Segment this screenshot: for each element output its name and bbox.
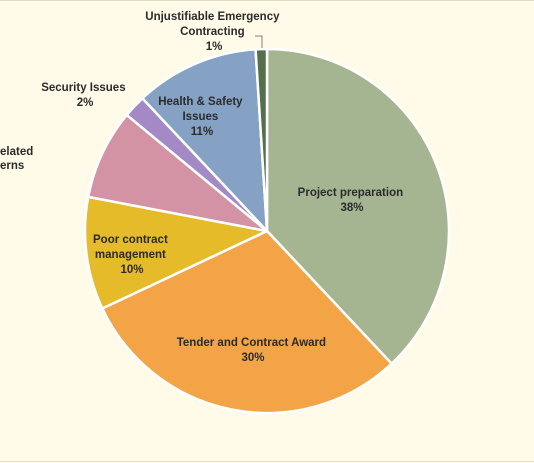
label-unjustifiable-emergency-contracting: Unjustifiable Emergency Contracting 1% [145, 11, 282, 53]
pie-labels: Project preparation 38% Tender and Contr… [0, 11, 407, 364]
pie-slice-health-safety-issues [141, 48, 269, 233]
label-related-concerns-cropped: elated erns [0, 146, 36, 172]
pie-slice-poor-contract-management [83, 195, 269, 310]
label-health-safety-issues: Health & Safety Issues 11% [158, 96, 246, 138]
pie-slice-tender-and-contract-award [101, 229, 393, 415]
pie-slices [83, 47, 451, 415]
pie-slice-elated-erns [86, 113, 269, 233]
label-project-preparation: Project preparation 38% [298, 187, 407, 214]
pie-slice-unjustifiable-emergency-contracting [254, 47, 269, 233]
emergency-leader-line [255, 35, 263, 48]
label-poor-contract-management: Poor contract management 10% [93, 234, 171, 276]
label-tender-contract-award: Tender and Contract Award 30% [177, 337, 330, 364]
pie-slice-project-preparation [265, 47, 451, 365]
label-security-issues: Security Issues 2% [41, 82, 129, 109]
